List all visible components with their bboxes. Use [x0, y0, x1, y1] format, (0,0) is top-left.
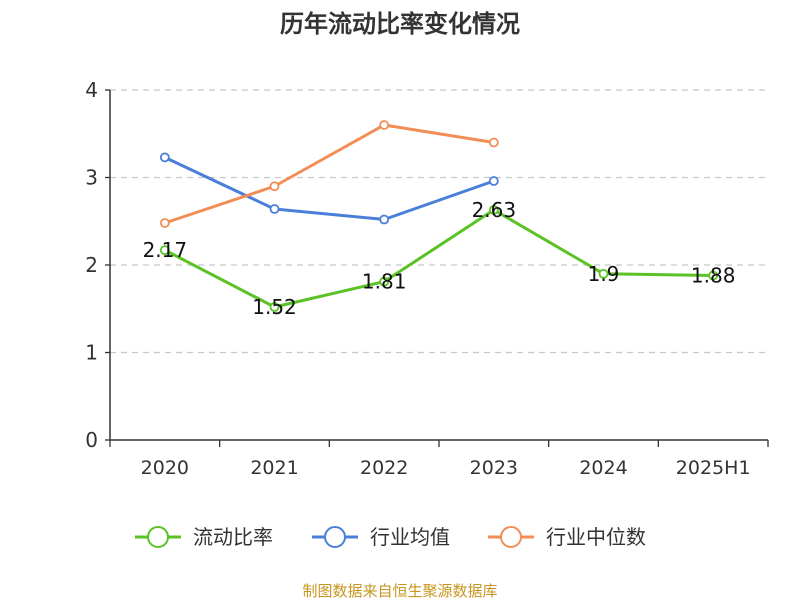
y-tick-label: 0 [85, 428, 98, 452]
chart-title: 历年流动比率变化情况 [280, 10, 520, 38]
data-labels: 2.17 1.52 1.81 2.63 1.9 1.88 [143, 198, 736, 319]
data-point [269, 204, 280, 214]
legend-label: 行业均值 [370, 525, 450, 549]
source-note: 制图数据来自恒生聚源数据库 [302, 582, 497, 600]
x-axis-ticks: 2020 2021 2022 2023 2024 2025H1 [109, 440, 769, 479]
x-tick-label: 2021 [250, 457, 298, 479]
data-point [269, 302, 280, 312]
data-point [379, 276, 390, 287]
data-point [708, 270, 719, 281]
legend-marker-circle [147, 526, 169, 548]
y-axis-ticks: 0 1 2 3 4 [85, 78, 110, 452]
y-tick-label: 4 [85, 78, 98, 102]
x-tick-label: 2025H1 [676, 457, 751, 479]
y-tick-label: 1 [85, 341, 98, 365]
data-point [379, 120, 390, 130]
data-point [159, 152, 170, 163]
series-line [164, 123, 495, 225]
data-label: 1.81 [362, 270, 407, 294]
x-tick-label: 2020 [141, 457, 189, 479]
data-label: 1.88 [691, 264, 736, 288]
y-tick-label: 2 [85, 253, 98, 277]
data-point [488, 204, 499, 215]
legend: 流动比率 行业均值 行业中位数 [135, 525, 646, 549]
data-point [488, 176, 499, 186]
data-label: 2.63 [472, 198, 517, 222]
data-point [269, 181, 280, 192]
data-point [159, 245, 170, 256]
data-label: 1.9 [588, 262, 620, 286]
data-label: 2.17 [143, 238, 188, 262]
data-point [379, 214, 390, 225]
x-tick-label: 2023 [470, 457, 518, 479]
data-label: 1.52 [252, 295, 297, 319]
series-group [159, 120, 719, 312]
data-point [159, 218, 170, 228]
grid-lines [110, 89, 768, 354]
legend-marker-circle [324, 526, 346, 548]
x-tick-label: 2024 [579, 457, 627, 479]
series-line [164, 156, 495, 221]
x-tick-label: 2022 [360, 457, 408, 479]
data-point [598, 268, 609, 279]
series-line [164, 208, 714, 309]
legend-label: 行业中位数 [546, 525, 646, 549]
legend-label: 流动比率 [193, 525, 273, 549]
axes [109, 90, 768, 441]
data-point [488, 137, 499, 148]
y-tick-label: 3 [85, 166, 98, 190]
legend-marker-circle [500, 526, 522, 548]
